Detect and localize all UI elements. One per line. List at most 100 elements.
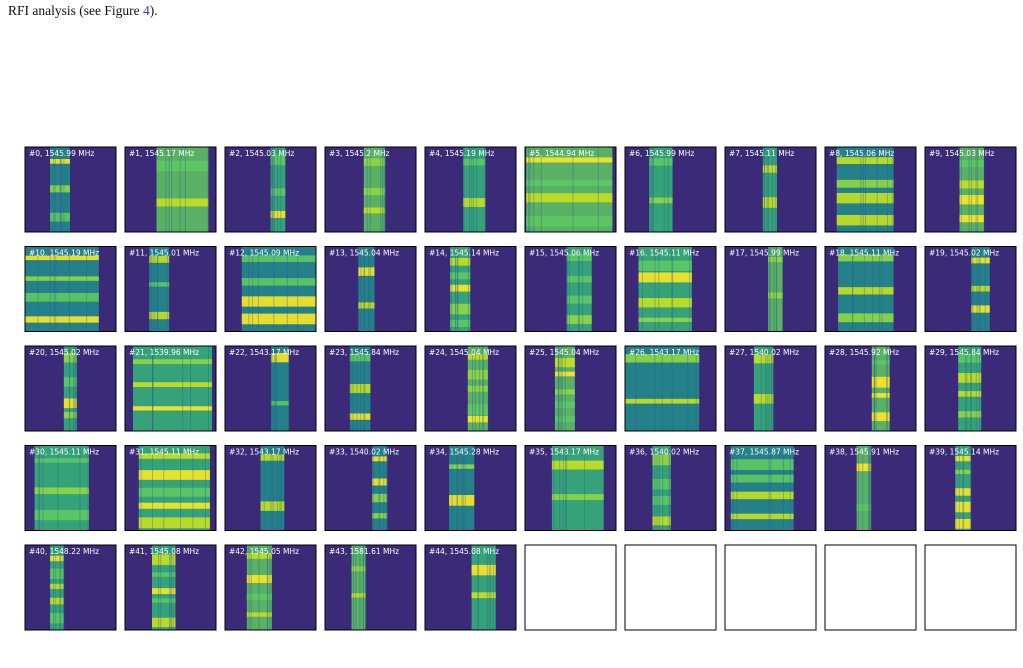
panel-border [924, 445, 1017, 531]
panel-label: #11, 1545.01 MHz [129, 249, 199, 258]
streak [266, 545, 268, 630]
streak [978, 246, 980, 332]
streak [463, 147, 465, 232]
panel-border [524, 445, 617, 531]
spectrogram [525, 147, 616, 232]
streak [687, 346, 689, 431]
stripe [467, 415, 488, 423]
stripe [871, 376, 890, 388]
background [225, 346, 316, 431]
panel: #21, 1539.96 MHz [124, 345, 217, 432]
band [270, 346, 289, 431]
streak [362, 545, 364, 630]
streak [870, 445, 872, 531]
stripe [958, 353, 982, 363]
background [825, 346, 916, 431]
streak [366, 147, 368, 232]
streak [771, 147, 773, 232]
panel-label: #13, 1545.04 MHz [329, 249, 399, 258]
streak [865, 147, 867, 232]
panel-border [824, 146, 917, 233]
streak [362, 545, 364, 630]
streak [852, 246, 854, 332]
figure-ref[interactable]: 4 [142, 3, 150, 18]
stripe [372, 456, 388, 462]
spectrogram [625, 445, 716, 531]
panel: #17, 1545.99 MHz [724, 246, 817, 332]
streak [184, 147, 186, 232]
stripe [25, 316, 99, 323]
streak [732, 445, 734, 531]
panel-border [724, 146, 817, 233]
stripe [554, 371, 575, 377]
panel-label: #28, 1545.92 MHz [829, 348, 899, 357]
panel: #18, 1545.11 MHz [824, 246, 917, 332]
streak [557, 346, 559, 431]
streak [970, 147, 972, 232]
streak [651, 147, 653, 232]
stripe [955, 456, 971, 462]
streak [766, 147, 768, 232]
streak [272, 147, 274, 232]
streak [477, 545, 479, 630]
panel [824, 544, 917, 631]
streak [373, 246, 375, 332]
streak [271, 346, 273, 431]
streak [768, 445, 770, 531]
background [425, 545, 516, 630]
stripe [50, 212, 70, 222]
stripe [652, 495, 671, 505]
streak [767, 147, 769, 232]
streak [382, 147, 384, 232]
panel-label: #43, 1581.61 MHz [329, 547, 399, 556]
stripe [971, 285, 990, 292]
spectrogram [425, 346, 516, 431]
panel: #33, 1540.02 MHz [324, 445, 417, 531]
streak [168, 147, 170, 232]
streak [207, 346, 209, 431]
streak [868, 445, 870, 531]
stripe [149, 311, 170, 320]
streak [207, 147, 209, 232]
streak [363, 246, 365, 332]
streak [860, 147, 862, 232]
streak [658, 246, 660, 332]
streak [656, 445, 658, 531]
band [554, 346, 575, 431]
panel-label: #9, 1545.03 MHz [929, 149, 994, 158]
streak [482, 346, 484, 431]
streak [368, 246, 370, 332]
streak [886, 346, 888, 431]
stripe [836, 179, 894, 188]
stripe [625, 354, 700, 363]
panel [524, 544, 617, 631]
panel-label: #4, 1545.19 MHz [429, 149, 494, 158]
panel: #44, 1545.08 MHz [424, 544, 517, 631]
spectrogram [125, 246, 216, 332]
streak [279, 445, 281, 531]
stripe [34, 458, 89, 463]
streak [964, 346, 966, 431]
streak [962, 445, 964, 531]
spectrogram [625, 147, 716, 232]
spectrogram [525, 445, 616, 531]
band [449, 445, 475, 531]
stripe [246, 553, 272, 559]
streak [49, 246, 51, 332]
stripe [151, 598, 176, 603]
panel: #4, 1545.19 MHz [424, 146, 517, 233]
streak [770, 346, 772, 431]
streak [873, 346, 875, 431]
streak [969, 445, 971, 531]
band [149, 246, 170, 332]
stripe [467, 354, 488, 360]
streak [380, 147, 382, 232]
panel [924, 544, 1017, 631]
streak [968, 147, 970, 232]
stripe [730, 491, 794, 500]
panel: #16, 1545.11 MHz [624, 246, 717, 332]
streak [59, 147, 61, 232]
intro-before: RFI analysis (see Figure [8, 3, 143, 18]
streak [473, 147, 475, 232]
